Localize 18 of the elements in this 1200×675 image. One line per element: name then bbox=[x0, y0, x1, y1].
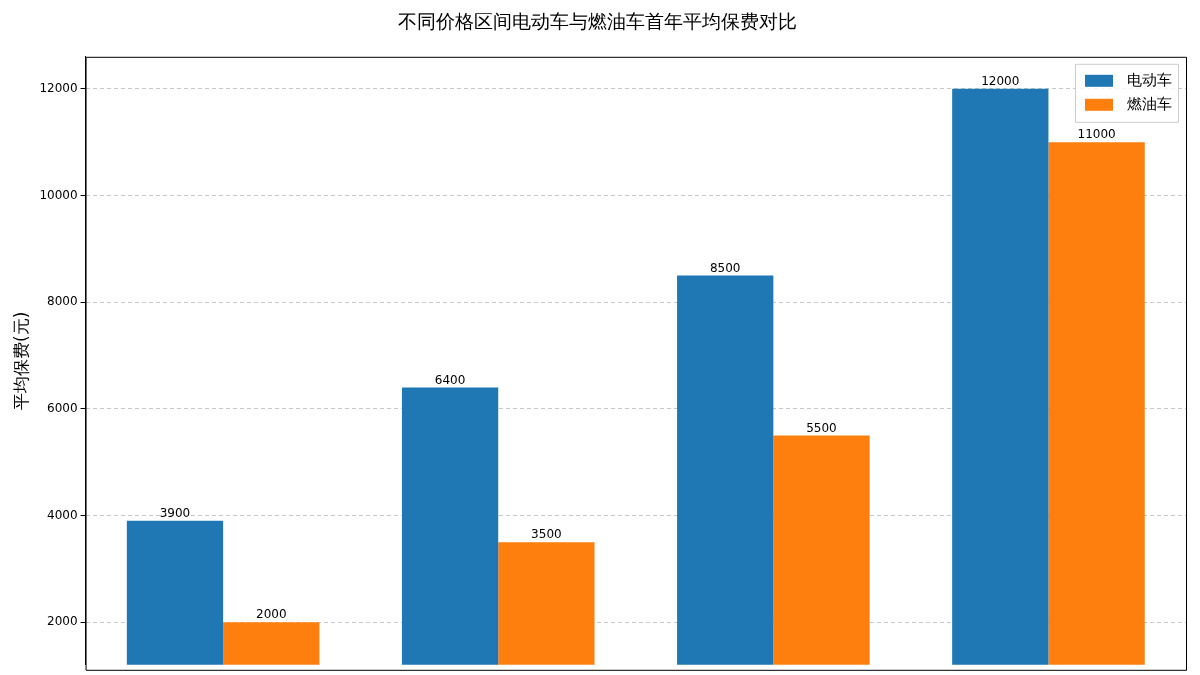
data-label: 6400 bbox=[434, 372, 466, 387]
legend-label: 电动车 bbox=[1127, 70, 1172, 89]
y-tick-label: 10000 bbox=[39, 187, 78, 202]
y-axis-title: 平均保费(元) bbox=[10, 311, 31, 410]
y-tick-label: 8000 bbox=[47, 294, 78, 309]
y-tick-label: 4000 bbox=[47, 507, 78, 522]
data-label: 8500 bbox=[709, 260, 741, 275]
data-label: 3500 bbox=[531, 527, 562, 542]
chart-title: 不同价格区间电动车与燃油车首年平均保费对比 bbox=[397, 10, 797, 33]
y-tick-label: 12000 bbox=[39, 80, 78, 95]
data-label: 2000 bbox=[256, 607, 287, 622]
y-tick-label: 6000 bbox=[47, 400, 78, 415]
data-label: 12000 bbox=[981, 73, 1020, 88]
legend-label: 燃油车 bbox=[1127, 94, 1172, 113]
y-tick-label: 2000 bbox=[47, 614, 78, 629]
data-label: 11000 bbox=[1077, 127, 1116, 142]
data-label: 5500 bbox=[806, 420, 837, 435]
data-label: 3900 bbox=[159, 505, 191, 520]
